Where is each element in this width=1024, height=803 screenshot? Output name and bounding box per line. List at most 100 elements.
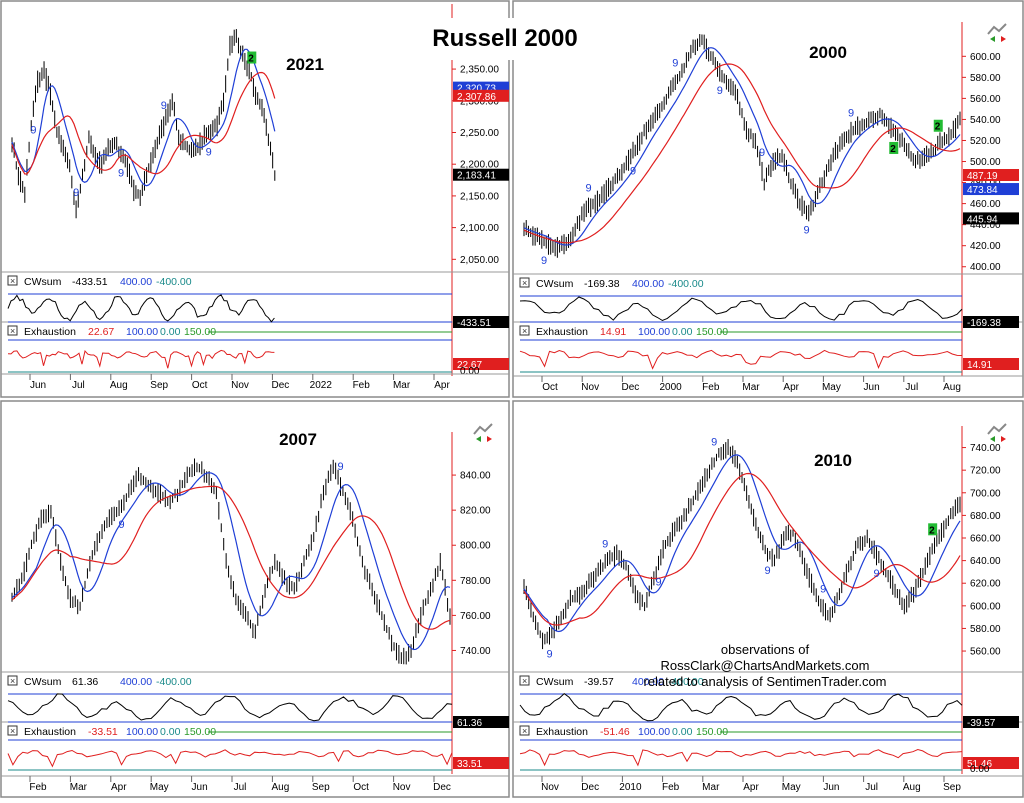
exhaustion-label: Exhaustion [24, 326, 76, 338]
exhaustion-line [519, 748, 963, 767]
exhaustion-label: Exhaustion [24, 726, 76, 738]
y-tick-label: 580.00 [970, 624, 1001, 635]
count-label: 9 [73, 187, 79, 199]
close-glyph: × [522, 676, 527, 686]
page-title: Russell 2000 [410, 18, 600, 60]
y-tick-label: 640.00 [970, 556, 1001, 567]
x-tick-label: Feb [702, 382, 720, 393]
exhaustion-badge-label: 51.46 [967, 759, 992, 770]
x-tick-label: Nov [581, 382, 599, 393]
close-icon [7, 675, 18, 686]
count-label: 9 [804, 225, 810, 237]
x-tick-label: Oct [542, 382, 558, 393]
ma-slow-line [523, 63, 961, 244]
exhaustion-p3: 150.00 [696, 326, 728, 338]
icon-arrow-green [476, 436, 481, 442]
x-tick-label: Oct [353, 782, 369, 793]
cwsum-line [519, 692, 963, 722]
x-tick-label: Sep [150, 380, 168, 391]
cwsum-lower: -400.00 [668, 676, 704, 688]
cwsum-line [7, 294, 275, 323]
chart-type-icon [473, 423, 493, 442]
count-label: 9 [765, 565, 771, 577]
exhaustion-line [7, 349, 275, 369]
exhaustion-badge [453, 358, 509, 370]
cwsum-badge [963, 316, 1019, 328]
x-tick-label: Oct [192, 380, 208, 391]
price-badge-label: 2,320.73 [457, 84, 496, 95]
y-tick-label: 2,250.00 [460, 128, 499, 139]
y-tick-label: 580.00 [970, 73, 1001, 84]
count-label: 9 [541, 255, 547, 267]
panel-frame [512, 400, 1024, 798]
cwsum-value: -169.38 [584, 278, 620, 290]
cwsum-badge-label: -39.57 [967, 718, 996, 729]
price-badge [453, 168, 509, 181]
x-tick-label: Aug [272, 782, 290, 793]
cwsum-badge-label: -433.51 [457, 318, 491, 329]
y-tick-label: 740.00 [970, 443, 1001, 454]
y-tick-label: 600.00 [970, 601, 1001, 612]
x-tick-label: 2000 [659, 382, 682, 393]
cwsum-lower: -400.00 [668, 278, 704, 290]
icon-stroke [987, 423, 1007, 435]
exhaustion-line [519, 349, 963, 370]
cwsum-lower: -400.00 [156, 676, 192, 688]
count-label: 9 [118, 168, 124, 180]
x-tick-label: Jul [865, 782, 878, 793]
x-tick-label: Mar [742, 382, 760, 393]
exhaustion-p2: 0.00 [672, 726, 693, 738]
price-badge-label: 2,307.86 [457, 92, 496, 103]
x-tick-label: May [782, 782, 801, 793]
close-glyph: × [522, 326, 527, 336]
ma-slow-line [523, 472, 961, 626]
icon-arrow-red [487, 436, 492, 442]
x-tick-label: Feb [662, 782, 680, 793]
count-label: 2 [248, 54, 254, 65]
chart-panel-2: 600.00580.00560.00540.00520.00500.00480.… [512, 0, 1024, 398]
y-tick-label: 700.00 [970, 488, 1001, 499]
price-badge-label: 2,183.41 [457, 171, 496, 182]
y-tick-label: 560.00 [970, 647, 1001, 658]
count-label: 9 [119, 519, 125, 531]
y-tick-label: 840.00 [460, 471, 491, 482]
x-tick-label: May [822, 382, 841, 393]
credit-text: observations of RossClark@ChartsAndMarke… [620, 642, 910, 690]
y-tick-label: 2,150.00 [460, 191, 499, 202]
cwsum-badge [453, 716, 509, 728]
price-series [11, 29, 276, 219]
icon-arrow-red [1001, 436, 1006, 442]
x-tick-label: Aug [110, 380, 128, 391]
chart-type-icon [987, 423, 1007, 442]
close-icon [519, 277, 530, 288]
count-badge [247, 51, 257, 64]
count-badge [933, 119, 943, 132]
x-tick-label: Apr [434, 380, 450, 391]
y-tick-label: 2,350.00 [460, 65, 499, 76]
count-label: 9 [759, 147, 765, 159]
y-tick-label: 2,050.00 [460, 255, 499, 266]
x-tick-label: Dec [622, 382, 640, 393]
chart-type-icon [987, 23, 1007, 42]
count-label: 9 [206, 147, 212, 159]
ma-fast-line [523, 47, 961, 246]
count-badge [889, 141, 899, 154]
exhaustion-badge-label: 33.51 [457, 759, 482, 770]
chart-panel-4: 740.00 720.00 700.00 680.00 660.00 640.00 620.… [512, 400, 1024, 798]
exhaustion-badge-label: 22.67 [457, 360, 482, 371]
exhaustion-badge-label: 14.91 [967, 360, 992, 371]
exhaustion-label: Exhaustion [536, 726, 588, 738]
x-tick-label: Mar [70, 782, 88, 793]
exhaustion-axis-label: 0.00 [970, 764, 990, 775]
x-tick-label: Nov [393, 782, 411, 793]
x-tick-label: Jul [234, 782, 247, 793]
y-tick-label: 800.00 [460, 541, 491, 552]
cwsum-value: 61.36 [72, 676, 98, 688]
exhaustion-value: 22.67 [88, 326, 114, 338]
count-label: 9 [874, 568, 880, 580]
cwsum-label: CWsum [24, 676, 62, 688]
count-label: 9 [602, 538, 608, 550]
y-tick-label: 2,200.00 [460, 160, 499, 171]
count-badge [928, 523, 938, 536]
